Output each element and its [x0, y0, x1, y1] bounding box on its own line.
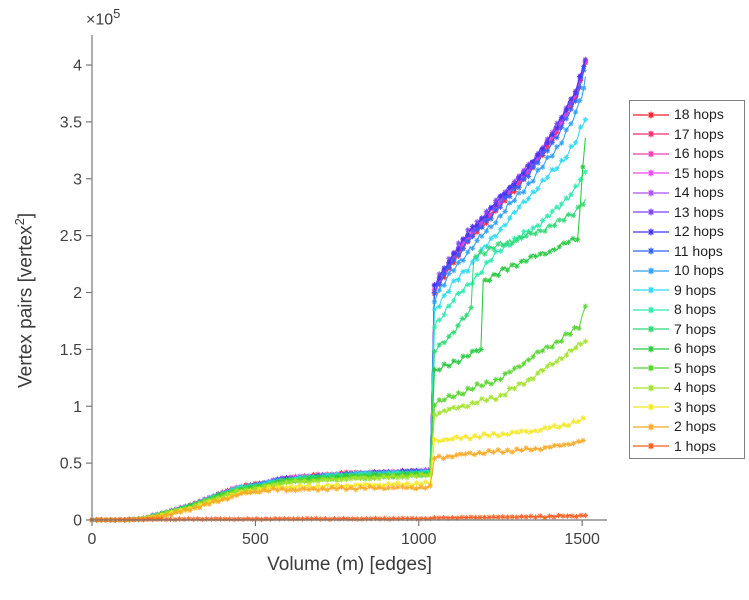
legend-label: 15 hops [674, 164, 724, 181]
legend-entry-10-hops: 10 hops [630, 261, 744, 281]
legend-label: 4 hops [674, 379, 717, 396]
x-tick-label: 0 [88, 531, 97, 548]
legend-marker-14-hops [633, 189, 669, 197]
legend-marker-2-hops [633, 423, 669, 431]
legend-label: 12 hops [674, 223, 724, 240]
legend-entry-12-hops: 12 hops [630, 222, 744, 242]
y-tick-label: 4 [73, 58, 82, 75]
x-tick-label: 1000 [401, 531, 437, 548]
legend-entry-5-hops: 5 hops [630, 359, 744, 379]
series-markers-9-hops [89, 116, 589, 523]
legend-entry-9-hops: 9 hops [630, 281, 744, 301]
legend-marker-17-hops [633, 130, 669, 138]
legend-label: 10 hops [674, 262, 724, 279]
x-tick-label: 1500 [564, 531, 600, 548]
legend-label: 8 hops [674, 301, 717, 318]
series-line-9-hops [91, 119, 586, 521]
legend-entry-17-hops: 17 hops [630, 125, 744, 145]
legend-label: 5 hops [674, 359, 717, 376]
y-tick-label: 0.5 [60, 456, 82, 473]
legend-entry-16-hops: 16 hops [630, 144, 744, 164]
y-tick-label: 3 [73, 171, 82, 188]
y-tick-label: 2 [73, 285, 82, 302]
legend-marker-6-hops [633, 345, 669, 353]
legend-label: 14 hops [674, 184, 724, 201]
legend-entry-8-hops: 8 hops [630, 300, 744, 320]
legend-entry-1-hops: 1 hops [630, 437, 744, 457]
legend-marker-1-hops [633, 442, 669, 450]
legend-entry-3-hops: 3 hops [630, 398, 744, 418]
legend-entry-13-hops: 13 hops [630, 203, 744, 223]
legend-entry-18-hops: 18 hops [630, 105, 744, 125]
y-tick-label: 0 [73, 513, 82, 530]
series-line-4-hops [92, 341, 586, 521]
legend-label: 7 hops [674, 320, 717, 337]
legend-label: 2 hops [674, 418, 717, 435]
x-tick-label: 500 [242, 531, 269, 548]
legend-label: 11 hops [674, 242, 723, 259]
legend-entry-11-hops: 11 hops [630, 242, 744, 262]
y-tick-label: 1 [73, 399, 82, 416]
legend-label: 17 hops [674, 125, 724, 142]
y-tick-label: 2.5 [60, 228, 82, 245]
series-markers-3-hops [89, 415, 586, 523]
legend-label: 3 hops [674, 398, 717, 415]
legend-marker-15-hops [633, 169, 669, 177]
legend-marker-10-hops [633, 267, 669, 275]
legend-marker-3-hops [633, 403, 669, 411]
legend-label: 18 hops [674, 106, 724, 123]
legend-label: 1 hops [674, 437, 717, 454]
legend-entry-4-hops: 4 hops [630, 378, 744, 398]
legend-marker-9-hops [633, 286, 669, 294]
legend-label: 13 hops [674, 203, 724, 220]
x-axis-label: Volume (m) [edges] [267, 554, 432, 575]
series-markers-5-hops [89, 303, 589, 523]
legend-marker-5-hops [633, 364, 669, 372]
series-markers-8-hops [89, 169, 589, 523]
series-markers-10-hops [89, 85, 587, 523]
legend-box: 18 hops 17 hops 16 hops 15 hops 14 hops 13 ho… [629, 100, 745, 459]
legend-label: 16 hops [674, 145, 724, 162]
y-axis-label: Vertex pairs [vertex2] [12, 212, 37, 388]
legend-label: 9 hops [674, 281, 717, 298]
legend-marker-11-hops [633, 247, 669, 255]
legend-marker-16-hops [633, 150, 669, 158]
series-line-8-hops [91, 171, 586, 521]
y-tick-label: 3.5 [60, 114, 82, 131]
y-tick-label: 1.5 [60, 342, 82, 359]
legend-entry-7-hops: 7 hops [630, 320, 744, 340]
legend-entry-2-hops: 2 hops [630, 417, 744, 437]
legend-marker-7-hops [633, 325, 669, 333]
legend-marker-4-hops [633, 384, 669, 392]
y-axis-exponent: ×105 [86, 6, 121, 29]
legend-marker-13-hops [633, 208, 669, 216]
legend-marker-18-hops [633, 111, 669, 119]
legend-marker-8-hops [633, 306, 669, 314]
legend-label: 6 hops [674, 340, 717, 357]
legend-entry-15-hops: 15 hops [630, 164, 744, 184]
legend-entry-14-hops: 14 hops [630, 183, 744, 203]
legend-entry-6-hops: 6 hops [630, 339, 744, 359]
axis-spines [91, 35, 607, 521]
legend-marker-12-hops [633, 228, 669, 236]
